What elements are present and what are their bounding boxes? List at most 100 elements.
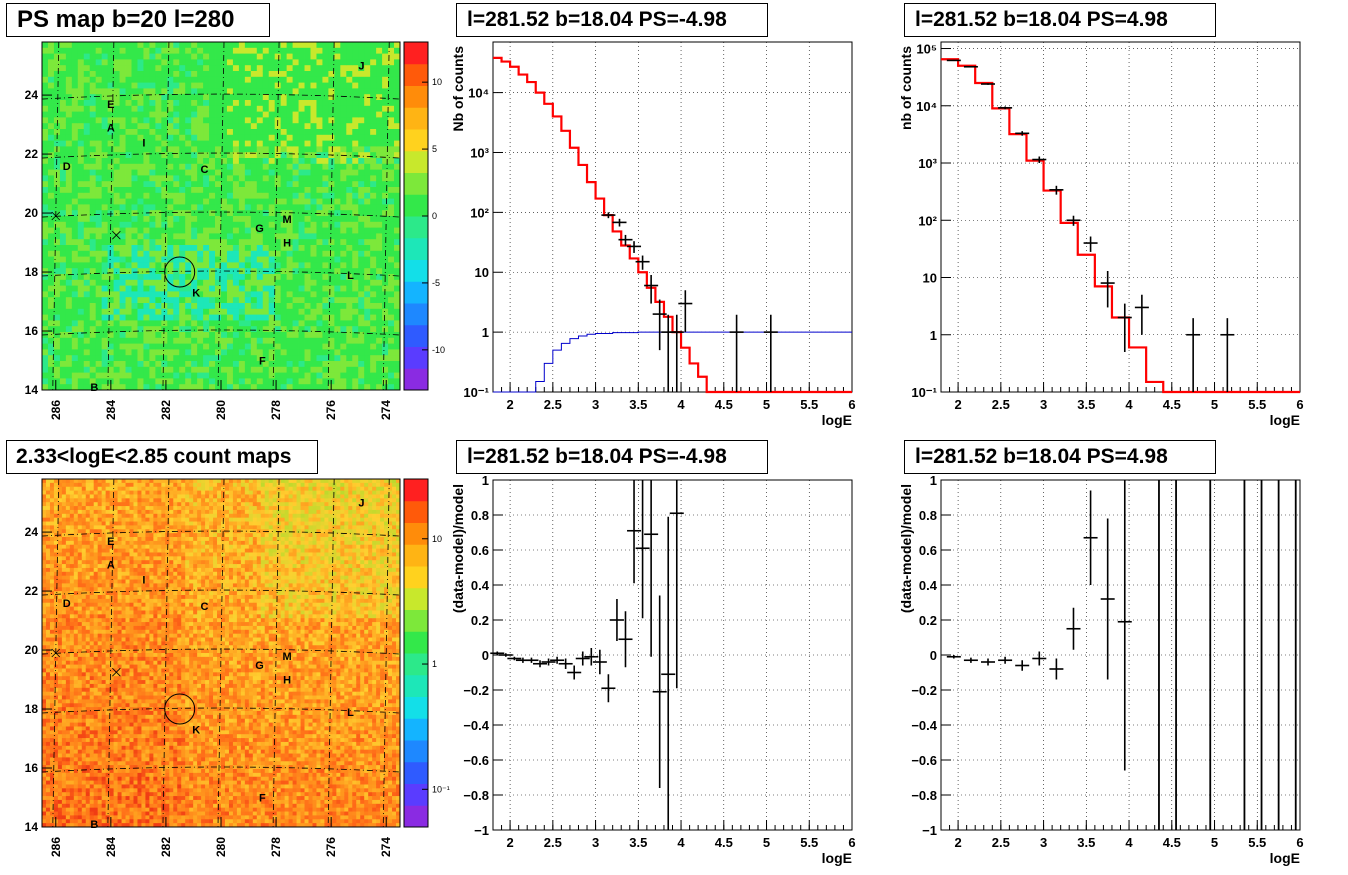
x-tick-label: 5.5 <box>800 835 818 850</box>
colorbar-step <box>404 85 428 108</box>
y-axis-label: nb of counts <box>898 46 914 130</box>
source-label: L <box>347 270 354 282</box>
x-tick-label: 2.5 <box>992 397 1010 412</box>
plot-frame <box>940 479 1301 831</box>
y-axis-label: (data-model)/model <box>450 484 466 613</box>
ps-map-svg: 286 284 282 280 278 276 274 14 16 18 20 22 24 A B C D E F G… <box>25 41 445 420</box>
source-label: F <box>259 356 266 368</box>
y-tick-label: 14 <box>25 383 39 397</box>
y-tick-label: 0.4 <box>919 578 938 593</box>
x-tick-label: 2.5 <box>992 835 1010 850</box>
y-axis-label: (data-model)/model <box>898 484 914 613</box>
colorbar-step <box>404 368 428 391</box>
x-tick-label: 3 <box>592 397 599 412</box>
map-grid <box>41 41 401 391</box>
x-tick-label: 2.5 <box>544 835 562 850</box>
residual-pos-panel: 2 2.5 3 3.5 4 4.5 5 5.5 6 −1 −0.8 −0.6 −0.4 −0.2 0 0.2 0… <box>898 437 1348 872</box>
colorbar: 10 1 10⁻¹ <box>403 478 450 828</box>
data-points <box>946 59 1235 392</box>
x-tick-label: 3 <box>592 835 599 850</box>
residual-points <box>490 480 684 830</box>
source-label: K <box>192 725 200 737</box>
y-tick-label: 18 <box>25 702 39 716</box>
y-tick-label: 10 <box>923 271 937 286</box>
colorbar-step <box>404 346 428 369</box>
y-tick-label: 10⁵ <box>916 42 937 57</box>
y-tick-label: 24 <box>25 88 39 102</box>
colorbar-step <box>404 172 428 195</box>
colorbar-step <box>404 653 428 676</box>
colorbar-step <box>404 631 428 654</box>
x-tick-label: 274 <box>379 400 393 420</box>
colorbar-tick-label: 5 <box>432 144 437 154</box>
x-tick-label: 274 <box>379 837 393 857</box>
y-tick-label: 1 <box>482 325 489 340</box>
x-tick-label: 3.5 <box>1077 835 1095 850</box>
x-tick-label: 286 <box>49 837 63 857</box>
x-tick-label: 5 <box>763 397 770 412</box>
x-tick-label: 5 <box>763 835 770 850</box>
colorbar-step <box>404 324 428 347</box>
y-tick-label: 0.2 <box>919 613 937 628</box>
x-tick-label: 276 <box>324 837 338 857</box>
colorbar-tick-label: 10 <box>432 534 442 544</box>
colorbar-step <box>404 129 428 152</box>
x-tick-label: 286 <box>49 400 63 420</box>
x-tick-label: 4 <box>1125 397 1133 412</box>
map-grid-lon <box>382 41 390 391</box>
source-label: H <box>283 675 291 687</box>
x-tick-label: 5 <box>1211 835 1218 850</box>
x-tick-label: 5.5 <box>1248 835 1266 850</box>
y-tick-label: 10⁻¹ <box>463 385 489 400</box>
residual-neg-panel: 2 2.5 3 3.5 4 4.5 5 5.5 6 −1 −0.8 −0.6 −0.4 −0.2 0 0.2 0… <box>450 437 900 872</box>
x-tick-label: 5.5 <box>800 397 818 412</box>
spectrum-pos-panel: 2 2.5 3 3.5 4 4.5 5 5.5 6 10⁻¹ 1 10 10² 10³ 10⁴ 10⁵ logE… <box>898 0 1348 435</box>
colorbar-step <box>404 150 428 173</box>
x-tick-label: 284 <box>104 837 118 857</box>
colorbar-step <box>404 718 428 741</box>
colorbar-step <box>404 674 428 697</box>
colorbar-tick-label: 1 <box>432 659 437 669</box>
colorbar-frame <box>403 478 429 828</box>
y-tick-label: 10² <box>918 213 937 228</box>
y-tick-label: 0.8 <box>919 508 937 523</box>
y-tick-label: −0.2 <box>463 683 489 698</box>
y-tick-label: 0.8 <box>471 508 489 523</box>
colorbar-step <box>404 761 428 784</box>
count-map-title: 2.33<logE<2.85 count maps <box>6 440 318 474</box>
y-tick-label: −0.6 <box>463 753 489 768</box>
colorbar-step <box>404 566 428 589</box>
colorbar-step <box>404 609 428 632</box>
y-tick-label: 0.4 <box>471 578 490 593</box>
x-tick-label: 4 <box>677 397 685 412</box>
x-tick-label: 3 <box>1040 835 1047 850</box>
x-tick-label: 4.5 <box>715 397 733 412</box>
residual-points <box>946 480 1297 830</box>
x-axis-label: logE <box>1270 850 1300 866</box>
x-tick-label: 2 <box>506 397 513 412</box>
y-tick-label: −0.2 <box>911 683 937 698</box>
y-tick-label: 10 <box>475 265 489 280</box>
map-grid-lon <box>162 478 170 828</box>
source-circle <box>164 693 196 725</box>
colorbar-step <box>404 587 428 610</box>
y-tick-label: −0.8 <box>463 788 489 803</box>
colorbar-step <box>404 237 428 260</box>
spectrum-neg-title: l=281.52 b=18.04 PS=-4.98 <box>456 3 768 37</box>
source-label: M <box>283 214 292 226</box>
x-tick-label: 6 <box>848 397 855 412</box>
y-tick-label: 10³ <box>918 156 937 171</box>
source-label: C <box>201 601 209 613</box>
spectrum-pos-title: l=281.52 b=18.04 PS=4.98 <box>904 3 1216 37</box>
source-label: I <box>142 137 145 149</box>
residual-neg-title: l=281.52 b=18.04 PS=-4.98 <box>456 440 768 474</box>
source-label: M <box>283 651 292 663</box>
y-tick-label: −0.6 <box>911 753 937 768</box>
y-tick-label: 10³ <box>470 145 489 160</box>
y-tick-label: −0.8 <box>911 788 937 803</box>
colorbar-frame <box>403 41 429 391</box>
source-label: B <box>90 382 98 394</box>
x-tick-label: 3 <box>1040 397 1047 412</box>
y-tick-label: 1 <box>482 473 489 488</box>
residual-pos-title: l=281.52 b=18.04 PS=4.98 <box>904 440 1216 474</box>
